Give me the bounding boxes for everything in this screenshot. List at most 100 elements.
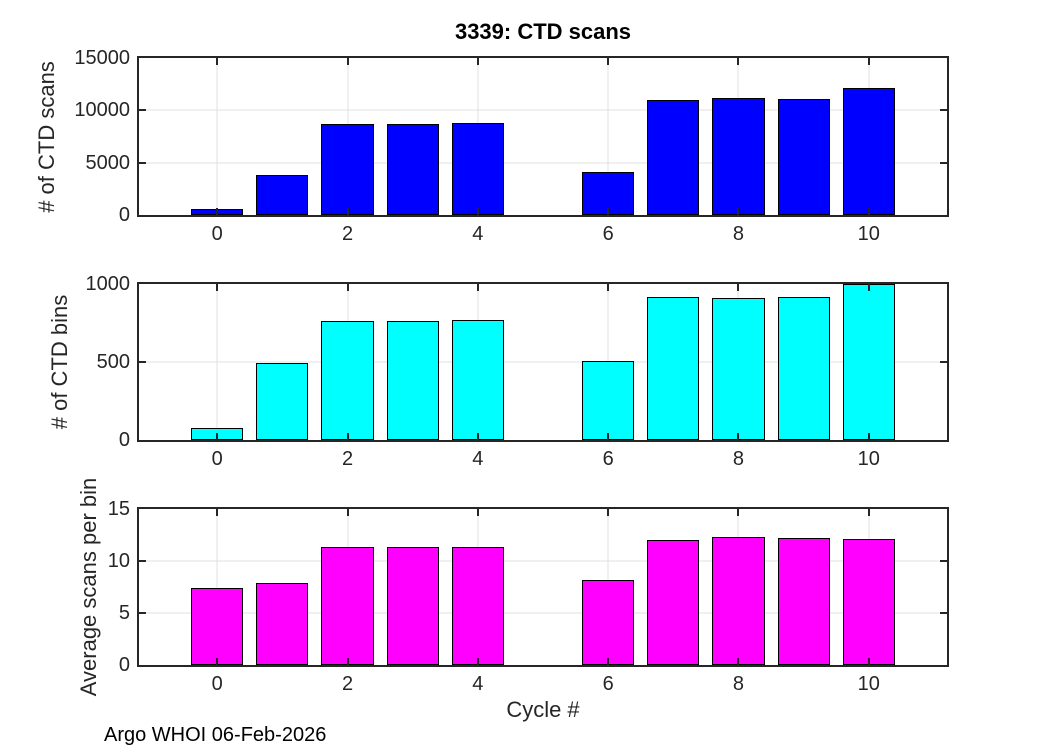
tick-mark (867, 509, 870, 516)
y-tick-label: 1000 (85, 273, 131, 295)
bar-cycle-2 (321, 124, 374, 215)
x-tick-label: 0 (211, 448, 223, 470)
tick-mark (346, 208, 349, 215)
bar-cycle-10 (842, 539, 895, 665)
tick-mark (940, 161, 947, 164)
y-tick-label: 15 (107, 498, 130, 520)
tick-mark (139, 560, 146, 562)
tick-mark (737, 433, 740, 440)
bar-cycle-10 (842, 88, 895, 215)
figure-footer: Argo WHOI 06-Feb-2026 (104, 724, 327, 746)
gridline (216, 509, 218, 665)
tick-mark (476, 433, 479, 440)
y-axis-label-avg-scans-per-bin: Average scans per bin (76, 477, 101, 697)
tick-mark (867, 284, 870, 291)
tick-mark (607, 208, 610, 215)
chart-title: 3339: CTD scans (454, 19, 632, 44)
x-tick-label: 10 (857, 448, 880, 470)
tick-mark (139, 612, 146, 614)
gridline (139, 162, 947, 164)
bar-cycle-7 (647, 99, 700, 215)
y-axis-label-ctd-bins: # of CTD bins (47, 294, 72, 430)
bar-cycle-10 (842, 284, 895, 440)
x-tick-label: 4 (472, 448, 484, 470)
x-tick-label: 10 (857, 223, 880, 245)
tick-mark (476, 58, 479, 65)
x-tick-label: 6 (602, 673, 614, 695)
y-tick-label: 15000 (74, 47, 130, 69)
bar-cycle-3 (386, 547, 439, 665)
y-axis-label-ctd-scans: # of CTD scans (34, 60, 59, 213)
tick-mark (346, 58, 349, 65)
bar-cycle-4 (451, 123, 504, 215)
bar-cycle-0 (191, 588, 244, 665)
bar-cycle-2 (321, 547, 374, 665)
bar-cycle-1 (256, 362, 309, 440)
tick-mark (607, 284, 610, 291)
tick-mark (607, 433, 610, 440)
tick-mark (346, 284, 349, 291)
tick-mark (346, 658, 349, 665)
tick-mark (940, 612, 947, 614)
bar-cycle-1 (256, 174, 309, 215)
tick-mark (216, 433, 219, 440)
tick-mark (216, 509, 219, 516)
tick-mark (476, 284, 479, 291)
bar-cycle-9 (777, 538, 830, 665)
tick-mark (216, 58, 219, 65)
gridline (139, 361, 947, 363)
bar-cycle-2 (321, 320, 374, 440)
y-tick-label: 10000 (74, 99, 130, 122)
tick-mark (737, 658, 740, 665)
tick-mark (737, 509, 740, 516)
gridline (139, 109, 947, 111)
bar-cycle-9 (777, 98, 830, 215)
x-tick-label: 2 (341, 673, 354, 695)
bar-cycle-6 (582, 361, 635, 440)
bar-cycle-7 (647, 540, 700, 665)
tick-mark (476, 208, 479, 215)
x-tick-label: 0 (211, 673, 223, 695)
bar-cycle-4 (451, 319, 504, 440)
x-tick-label: 8 (732, 223, 745, 245)
y-tick-label: 0 (118, 204, 130, 226)
tick-mark (867, 433, 870, 440)
x-tick-label: 0 (211, 223, 223, 245)
tick-mark (940, 109, 947, 112)
x-tick-label: 4 (472, 673, 484, 695)
x-tick-label: 2 (341, 223, 354, 245)
tick-mark (940, 560, 947, 562)
y-tick-label: 5000 (85, 151, 131, 174)
subplot-avg-scans-per-bin: Average scans per bin 0 2 4 6 8 10 0 5 10 15 (76, 478, 949, 696)
gridline (139, 612, 947, 614)
x-tick-label: 8 (732, 673, 745, 695)
tick-mark (737, 208, 740, 215)
x-tick-label: 10 (857, 673, 880, 695)
tick-mark (346, 509, 349, 516)
x-tick-label: 6 (602, 223, 614, 245)
tick-mark (607, 658, 610, 665)
y-tick-label: 5 (118, 602, 130, 624)
tick-mark (867, 58, 870, 65)
tick-mark (940, 361, 947, 363)
tick-mark (139, 161, 146, 164)
tick-mark (139, 109, 146, 112)
tick-mark (139, 361, 146, 363)
bar-cycle-9 (777, 297, 830, 440)
bar-cycle-6 (582, 579, 635, 665)
bar-cycle-4 (451, 547, 504, 665)
y-tick-label: 0 (118, 654, 130, 676)
tick-mark (867, 658, 870, 665)
bar-cycle-3 (386, 320, 439, 440)
gridline (607, 58, 609, 215)
x-tick-label: 6 (602, 448, 614, 470)
tick-mark (737, 58, 740, 65)
tick-mark (346, 433, 349, 440)
tick-mark (737, 284, 740, 291)
bar-cycle-3 (386, 124, 439, 215)
x-axis-label: Cycle # (506, 697, 580, 722)
tick-mark (607, 58, 610, 65)
tick-mark (867, 208, 870, 215)
bar-cycle-7 (647, 297, 700, 440)
